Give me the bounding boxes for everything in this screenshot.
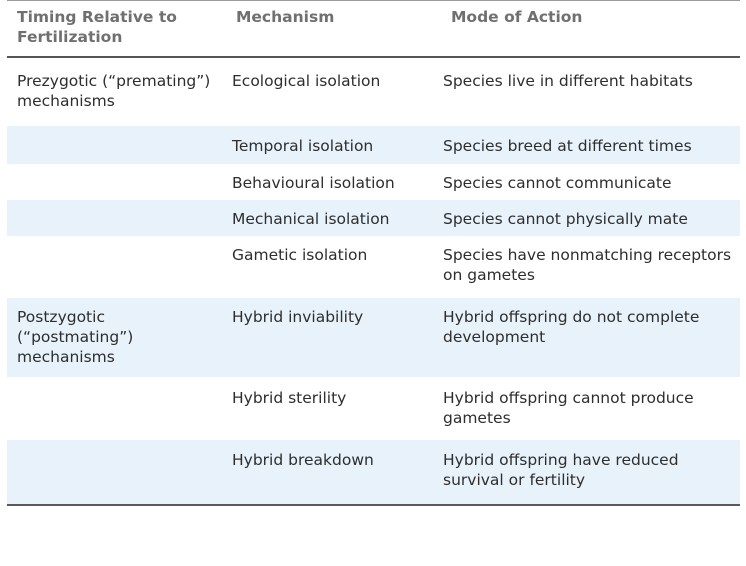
mode-cell: Species live in different habitats [443, 72, 693, 90]
mechanism-cell: Ecological isolation [232, 72, 381, 90]
mode-cell: Species cannot physically mate [441, 200, 740, 236]
mechanism-cell: Hybrid breakdown [226, 440, 441, 505]
mode-cell: Species have nonmatching receptors on ga… [443, 246, 732, 284]
timing-cell: Postzygotic (“postmating”) mechanisms [7, 298, 226, 377]
header-row: Timing Relative to Fertilization Mechani… [7, 0, 740, 58]
isolation-mechanisms-table: Timing Relative to Fertilization Mechani… [7, 0, 740, 506]
mode-cell: Hybrid offspring cannot produce gametes [443, 389, 694, 427]
header-mode-of-action: Mode of Action [441, 0, 740, 58]
table-row: Prezygotic (“premating”) mechanisms Ecol… [7, 57, 740, 126]
table-row: Hybrid breakdown Hybrid offspring have r… [7, 440, 740, 505]
table-row: Behavioural isolation Species cannot com… [7, 164, 740, 200]
mechanism-cell: Temporal isolation [226, 126, 441, 164]
mode-cell: Species cannot communicate [443, 174, 672, 192]
mechanism-cell: Hybrid inviability [226, 298, 441, 377]
timing-cell [7, 164, 226, 200]
header-mechanism: Mechanism [226, 0, 441, 58]
mode-cell: Hybrid offspring have reduced survival o… [441, 440, 740, 505]
timing-cell [7, 200, 226, 236]
mode-cell: Species breed at different times [441, 126, 740, 164]
timing-cell [7, 126, 226, 164]
timing-cell [7, 440, 226, 505]
timing-cell [7, 236, 226, 298]
mechanism-cell: Gametic isolation [232, 246, 368, 264]
timing-cell: Prezygotic (“premating”) mechanisms [17, 72, 211, 110]
mechanism-cell: Hybrid sterility [232, 389, 347, 407]
table-row: Postzygotic (“postmating”) mechanisms Hy… [7, 298, 740, 377]
mechanism-cell: Mechanical isolation [226, 200, 441, 236]
table-row: Gametic isolation Species have nonmatchi… [7, 236, 740, 298]
mechanism-cell: Behavioural isolation [232, 174, 395, 192]
table-row: Hybrid sterility Hybrid offspring cannot… [7, 377, 740, 440]
mode-cell: Hybrid offspring do not complete develop… [441, 298, 740, 377]
timing-cell [7, 377, 226, 440]
table-row: Temporal isolation Species breed at diff… [7, 126, 740, 164]
header-timing: Timing Relative to Fertilization [7, 0, 226, 58]
table-row: Mechanical isolation Species cannot phys… [7, 200, 740, 236]
